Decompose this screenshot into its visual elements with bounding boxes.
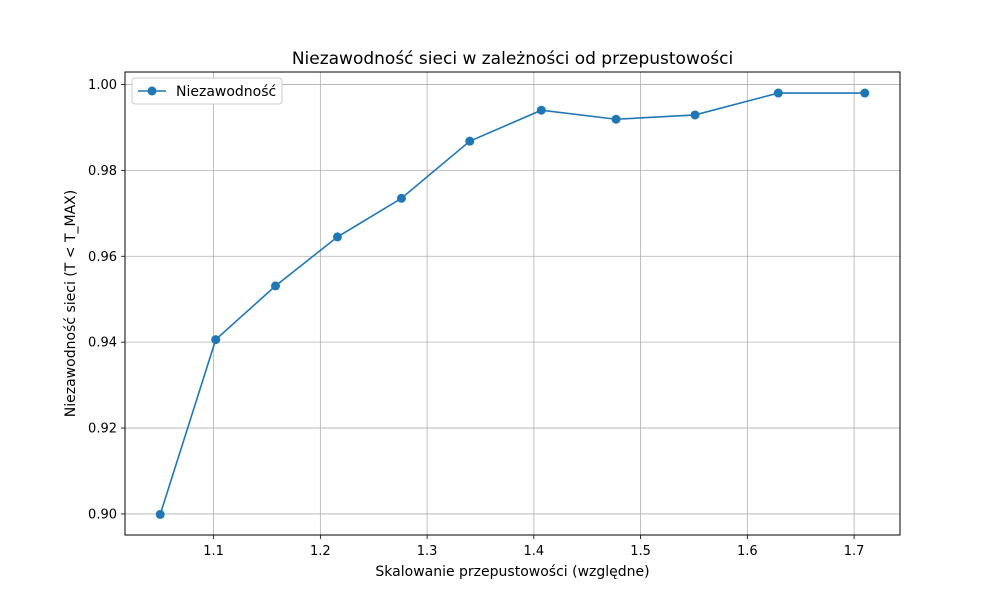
data-point — [332, 232, 342, 242]
x-tick-label: 1.7 — [844, 544, 865, 559]
plot-area — [124, 71, 901, 536]
x-axis-label: Skalowanie przepustowości (względne) — [375, 564, 649, 580]
y-tick-label: 0.98 — [88, 164, 117, 179]
x-tick-label: 1.6 — [737, 544, 758, 559]
x-tick-label: 1.5 — [630, 544, 651, 559]
y-tick-label: 0.90 — [88, 507, 117, 522]
y-axis-label: Niezawodność sieci (T < T_MAX) — [63, 190, 79, 417]
y-tick-label: 0.92 — [88, 422, 117, 437]
legend: Niezawodność — [131, 77, 283, 105]
data-point — [860, 88, 870, 98]
y-axis: 0.90 0.92 0.94 0.96 0.98 1.00 — [88, 78, 125, 522]
data-point — [690, 110, 700, 120]
grid — [125, 72, 900, 535]
data-point — [536, 105, 546, 115]
legend-label: Niezawodność — [176, 84, 276, 100]
legend-box — [131, 77, 283, 105]
x-tick-label: 1.2 — [310, 544, 331, 559]
data-point — [611, 114, 621, 124]
chart-title: Niezawodność sieci w zależności od przep… — [292, 49, 733, 69]
y-tick-label: 0.94 — [88, 336, 117, 351]
y-tick-label: 0.96 — [88, 250, 117, 265]
y-tick-label: 1.00 — [88, 78, 117, 93]
series-layer — [155, 88, 870, 519]
x-tick-label: 1.1 — [203, 544, 224, 559]
data-point — [211, 335, 221, 345]
data-point — [155, 509, 165, 519]
x-tick-label: 1.3 — [417, 544, 438, 559]
data-point — [465, 136, 475, 146]
data-point — [396, 193, 406, 203]
data-point — [773, 88, 783, 98]
data-point — [271, 281, 281, 291]
x-tick-label: 1.4 — [524, 544, 545, 559]
x-axis: 1.1 1.2 1.3 1.4 1.5 1.6 1.7 — [203, 535, 864, 559]
legend-marker-icon — [147, 86, 157, 96]
